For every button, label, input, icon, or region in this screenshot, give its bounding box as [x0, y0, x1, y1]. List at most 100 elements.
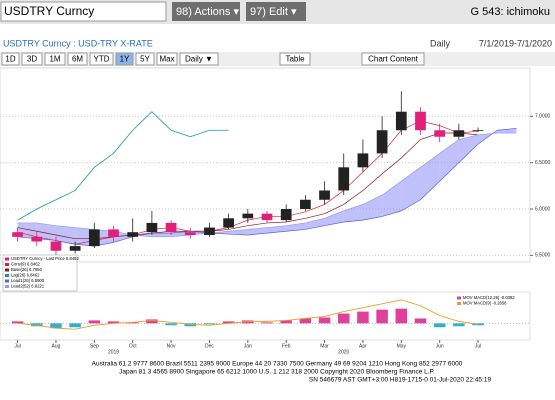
button[interactable] — [361, 52, 425, 66]
legend-swatch — [5, 263, 9, 266]
x-tick-label: Nov — [167, 343, 176, 349]
security-field[interactable] — [0, 1, 167, 22]
macd-bar — [472, 323, 484, 326]
cloud — [36, 222, 56, 241]
x-tick-label: Aug — [52, 343, 61, 349]
candle-body — [395, 111, 407, 131]
cloud — [343, 204, 363, 222]
indicator-line — [17, 128, 517, 247]
cloud — [267, 225, 287, 234]
security[interactable]: USDTRY Curncy — [4, 4, 94, 18]
x-tick-label: Feb — [282, 343, 291, 349]
macd-bar — [453, 323, 465, 327]
button-label[interactable]: 3D — [27, 55, 37, 64]
button[interactable] — [44, 52, 66, 66]
candle-body — [127, 232, 139, 237]
edit-button[interactable] — [246, 2, 306, 21]
actions-button[interactable] — [172, 2, 240, 21]
year-label: 2019 — [108, 349, 119, 355]
footer-area — [0, 356, 555, 400]
macd-bar — [11, 321, 24, 324]
button-label[interactable]: YTD — [94, 55, 110, 64]
button[interactable] — [1, 52, 20, 66]
button-label[interactable]: 1D — [5, 55, 15, 64]
y-tick-label: 6.0000 — [535, 206, 551, 212]
candle-body — [242, 213, 254, 219]
macd-panel — [0, 291, 531, 341]
cloud — [458, 134, 479, 163]
legend-swatch — [5, 274, 9, 277]
candle-body — [280, 209, 292, 221]
candle-body — [299, 199, 311, 210]
macd-bar — [433, 323, 446, 328]
candle-body — [223, 218, 235, 228]
button[interactable] — [279, 52, 311, 66]
indicator-line — [17, 111, 229, 221]
legend-label: MOV MACD(12,26) -0.0382 — [463, 295, 515, 300]
macd-bar — [107, 321, 120, 324]
macd-bar — [318, 317, 331, 324]
button-label[interactable]: 5Y — [140, 55, 150, 64]
footer-line: SN 546679 AST GMT+3:00 H819-1715-0 01-Ju… — [309, 377, 492, 384]
legend-label: Lead1(26) 6.8900 — [11, 278, 45, 283]
macd-bar — [69, 323, 81, 328]
button-label[interactable]: Chart Content — [368, 55, 419, 64]
cloud — [55, 225, 76, 245]
x-tick-label: Jan — [244, 343, 252, 349]
candle-body — [453, 130, 465, 137]
macd-bar — [357, 311, 369, 324]
x-tick-label: Dec — [205, 343, 214, 349]
button-label[interactable]: Daily ▼ — [185, 55, 213, 64]
macd-bar — [395, 308, 408, 324]
period: Daily — [430, 38, 451, 48]
macd-bar — [184, 323, 197, 327]
button[interactable] — [115, 52, 134, 66]
macd-bar — [242, 320, 254, 324]
macd-bar — [337, 313, 350, 324]
candle-body — [12, 232, 23, 237]
button[interactable] — [89, 52, 114, 66]
edit[interactable]: 97) Edit ▾ — [250, 6, 297, 18]
button-label[interactable]: Max — [159, 55, 174, 64]
macd-bar — [146, 319, 158, 324]
cloud — [401, 167, 421, 211]
button[interactable] — [179, 52, 219, 66]
button[interactable] — [156, 52, 178, 66]
macd-bar — [414, 318, 427, 324]
x-tick-label: Apr — [359, 343, 367, 349]
legend-swatch — [5, 279, 9, 283]
candle-body — [376, 130, 388, 154]
button-label[interactable]: 1M — [49, 55, 60, 64]
y-tick-label: 6.5000 — [535, 160, 551, 166]
legend-label: Lead2(52) 6.8221 — [11, 284, 45, 289]
actions[interactable]: 98) Actions ▾ — [176, 6, 239, 18]
button[interactable] — [67, 52, 88, 66]
cloud — [228, 229, 248, 235]
candle-body — [261, 213, 273, 221]
macd-line — [17, 299, 479, 330]
indicator-line — [17, 132, 517, 238]
legend-label: Conv(9) 6.8462 — [11, 262, 41, 267]
legend-label: Lag(26) 6.8462 — [11, 273, 40, 278]
legend-box — [2, 254, 78, 292]
cloud — [420, 153, 440, 200]
button[interactable] — [21, 52, 43, 66]
y-tick-label: 5.5000 — [535, 253, 551, 259]
button[interactable] — [135, 52, 155, 66]
button-label[interactable]: Table — [285, 55, 305, 64]
function-code: G 543: ichimoku — [471, 6, 550, 18]
legend-label: USDTRY Curncy - Last Price 6.8462 — [11, 256, 79, 261]
button-label[interactable]: 1Y — [120, 55, 130, 64]
candle-body — [69, 246, 81, 251]
candle-body — [319, 190, 330, 200]
macd-bar — [376, 309, 388, 324]
cloud — [324, 210, 344, 226]
candle-body — [434, 130, 446, 137]
cloud — [362, 195, 383, 221]
legend-label: MOV MACD(9) -0.2658 — [463, 301, 507, 306]
cloud — [247, 227, 267, 235]
candle-body — [146, 222, 158, 233]
macd-bar — [88, 320, 101, 324]
button-label[interactable]: 6M — [72, 55, 83, 64]
